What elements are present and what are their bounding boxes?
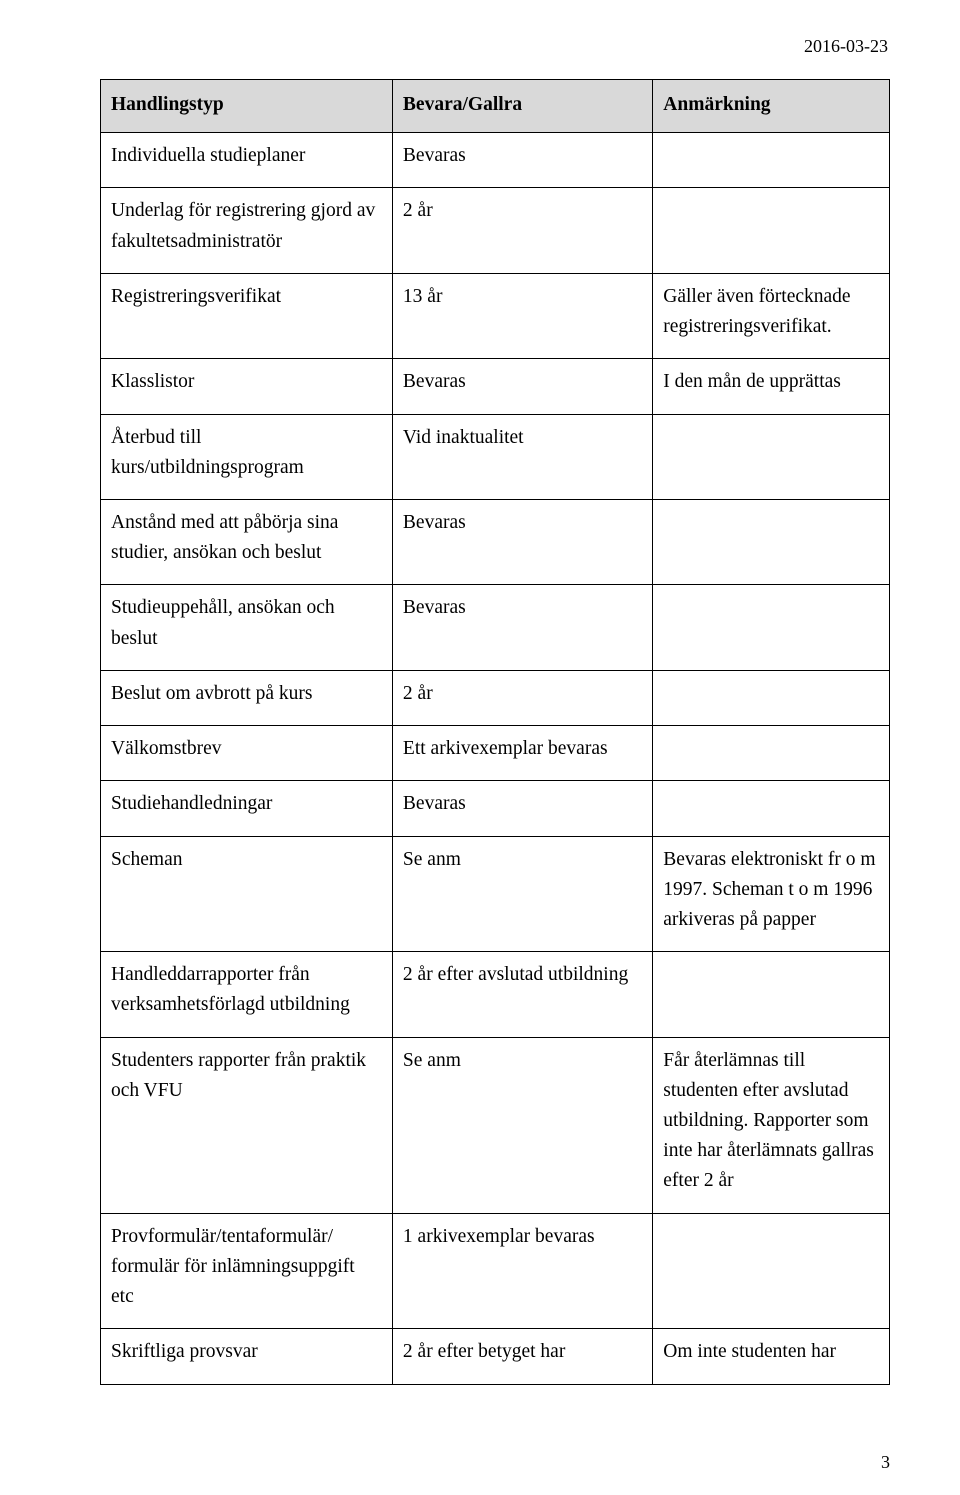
cell-bevara-gallra: 2 år efter avslutad utbildning bbox=[392, 952, 652, 1037]
cell-bevara-gallra: 13 år bbox=[392, 273, 652, 358]
cell-handlingstyp: Klasslistor bbox=[101, 359, 393, 414]
cell-bevara-gallra: 1 arkivexemplar bevaras bbox=[392, 1213, 652, 1329]
cell-anmarkning bbox=[653, 952, 890, 1037]
cell-anmarkning: Om inte studenten har bbox=[653, 1329, 890, 1384]
cell-anmarkning: Får återlämnas till studenten efter avsl… bbox=[653, 1037, 890, 1213]
cell-anmarkning: Gäller även förtecknade registreringsver… bbox=[653, 273, 890, 358]
cell-bevara-gallra: Bevaras bbox=[392, 781, 652, 836]
cell-handlingstyp: Studiehandledningar bbox=[101, 781, 393, 836]
cell-handlingstyp: Handleddarrapporter från verksamhetsförl… bbox=[101, 952, 393, 1037]
table-row: Provformulär/tentaformulär/ formulär för… bbox=[101, 1213, 890, 1329]
cell-bevara-gallra: Bevaras bbox=[392, 359, 652, 414]
cell-anmarkning bbox=[653, 414, 890, 499]
cell-anmarkning bbox=[653, 781, 890, 836]
cell-handlingstyp: Registreringsverifikat bbox=[101, 273, 393, 358]
cell-handlingstyp: Underlag för registrering gjord av fakul… bbox=[101, 188, 393, 273]
cell-anmarkning bbox=[653, 726, 890, 781]
cell-anmarkning: I den mån de upprättas bbox=[653, 359, 890, 414]
header-handlingstyp: Handlingstyp bbox=[101, 80, 393, 133]
cell-handlingstyp: Skriftliga provsvar bbox=[101, 1329, 393, 1384]
table-row: Beslut om avbrott på kurs 2 år bbox=[101, 670, 890, 725]
cell-anmarkning bbox=[653, 670, 890, 725]
table-row: Klasslistor Bevaras I den mån de upprätt… bbox=[101, 359, 890, 414]
cell-bevara-gallra: Bevaras bbox=[392, 585, 652, 670]
cell-bevara-gallra: 2 år bbox=[392, 670, 652, 725]
header-bevara-gallra: Bevara/Gallra bbox=[392, 80, 652, 133]
cell-bevara-gallra: Bevaras bbox=[392, 133, 652, 188]
cell-anmarkning bbox=[653, 585, 890, 670]
page: 2016-03-23 Handlingstyp Bevara/Gallra An… bbox=[0, 0, 960, 1495]
cell-anmarkning bbox=[653, 133, 890, 188]
cell-handlingstyp: Beslut om avbrott på kurs bbox=[101, 670, 393, 725]
table-row: Individuella studieplaner Bevaras bbox=[101, 133, 890, 188]
document-date: 2016-03-23 bbox=[100, 36, 890, 57]
cell-bevara-gallra: Se anm bbox=[392, 1037, 652, 1213]
table-row: Skriftliga provsvar 2 år efter betyget h… bbox=[101, 1329, 890, 1384]
table-row: Välkomstbrev Ett arkivexemplar bevaras bbox=[101, 726, 890, 781]
cell-handlingstyp: Provformulär/tentaformulär/ formulär för… bbox=[101, 1213, 393, 1329]
table-row: Studenters rapporter från praktik och VF… bbox=[101, 1037, 890, 1213]
cell-bevara-gallra: Bevaras bbox=[392, 499, 652, 584]
cell-handlingstyp: Anstånd med att påbörja sina studier, an… bbox=[101, 499, 393, 584]
cell-handlingstyp: Välkomstbrev bbox=[101, 726, 393, 781]
cell-handlingstyp: Studenters rapporter från praktik och VF… bbox=[101, 1037, 393, 1213]
table-row: Underlag för registrering gjord av fakul… bbox=[101, 188, 890, 273]
header-anmarkning: Anmärkning bbox=[653, 80, 890, 133]
cell-handlingstyp: Individuella studieplaner bbox=[101, 133, 393, 188]
records-table: Handlingstyp Bevara/Gallra Anmärkning In… bbox=[100, 79, 890, 1385]
cell-handlingstyp: Studieuppehåll, ansökan och beslut bbox=[101, 585, 393, 670]
cell-handlingstyp: Återbud till kurs/utbildningsprogram bbox=[101, 414, 393, 499]
table-row: Anstånd med att påbörja sina studier, an… bbox=[101, 499, 890, 584]
page-number: 3 bbox=[881, 1452, 890, 1473]
cell-handlingstyp: Scheman bbox=[101, 836, 393, 952]
cell-anmarkning bbox=[653, 1213, 890, 1329]
table-row: Scheman Se anm Bevaras elektroniskt fr o… bbox=[101, 836, 890, 952]
table-row: Återbud till kurs/utbildningsprogram Vid… bbox=[101, 414, 890, 499]
table-row: Studieuppehåll, ansökan och beslut Bevar… bbox=[101, 585, 890, 670]
cell-bevara-gallra: Vid inaktualitet bbox=[392, 414, 652, 499]
cell-anmarkning: Bevaras elektroniskt fr o m 1997. Schema… bbox=[653, 836, 890, 952]
table-row: Handleddarrapporter från verksamhetsförl… bbox=[101, 952, 890, 1037]
cell-bevara-gallra: 2 år bbox=[392, 188, 652, 273]
table-row: Registreringsverifikat 13 år Gäller även… bbox=[101, 273, 890, 358]
table-row: Studiehandledningar Bevaras bbox=[101, 781, 890, 836]
table-header-row: Handlingstyp Bevara/Gallra Anmärkning bbox=[101, 80, 890, 133]
cell-bevara-gallra: 2 år efter betyget har bbox=[392, 1329, 652, 1384]
cell-anmarkning bbox=[653, 499, 890, 584]
cell-bevara-gallra: Se anm bbox=[392, 836, 652, 952]
cell-bevara-gallra: Ett arkivexemplar bevaras bbox=[392, 726, 652, 781]
table-body: Individuella studieplaner Bevaras Underl… bbox=[101, 133, 890, 1384]
cell-anmarkning bbox=[653, 188, 890, 273]
